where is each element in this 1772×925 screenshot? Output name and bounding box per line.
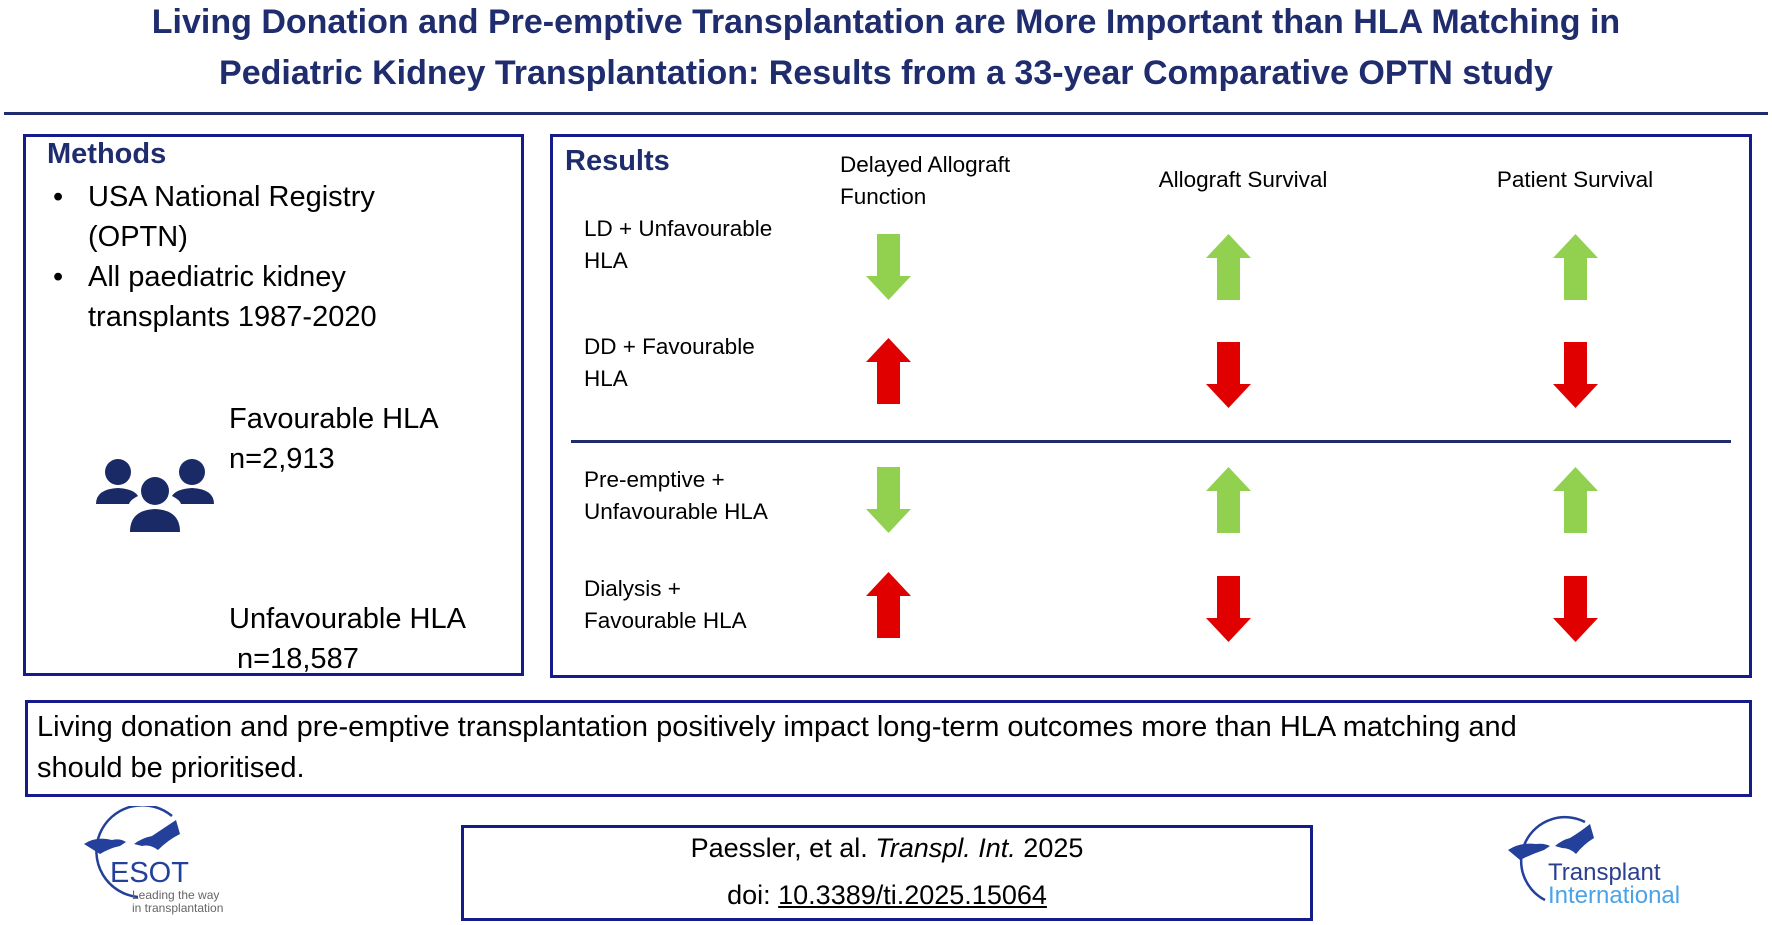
page-title: Living Donation and Pre-emptive Transpla… bbox=[151, 3, 1621, 92]
title-divider bbox=[4, 112, 1768, 115]
people-group-icon bbox=[96, 459, 214, 532]
svg-text:Leading the way: Leading the way bbox=[132, 888, 219, 902]
arrow-down-red-icon bbox=[1553, 576, 1598, 642]
column-header-patient-survival: Patient Survival bbox=[1496, 167, 1654, 192]
arrow-up-green-icon bbox=[1206, 467, 1251, 533]
results-heading: Results bbox=[565, 145, 670, 177]
esot-logo: ESOT Leading the way in transplantation bbox=[84, 806, 223, 915]
bullet-icon: • bbox=[53, 261, 64, 293]
doi-link[interactable]: 10.3389/ti.2025.15064 bbox=[778, 880, 1047, 910]
methods-bullet: • USA National Registry (OPTN) bbox=[53, 177, 375, 257]
arrow-down-green-icon bbox=[866, 234, 911, 300]
arrow-down-red-icon bbox=[1206, 576, 1251, 642]
results-divider bbox=[571, 440, 1731, 443]
row-label: Dialysis + Favourable HLA bbox=[584, 576, 747, 633]
svg-text:in transplantation: in transplantation bbox=[132, 901, 223, 915]
methods-bullet: • All paediatric kidney transplants 1987-2… bbox=[53, 257, 377, 337]
arrow-down-green-icon bbox=[866, 467, 911, 533]
arrow-up-red-icon bbox=[866, 338, 911, 404]
arrow-up-green-icon bbox=[1553, 467, 1598, 533]
row-label: DD + Favourable HLA bbox=[584, 334, 755, 391]
citation-panel bbox=[461, 825, 1313, 921]
svg-text:ESOT: ESOT bbox=[110, 857, 189, 889]
conclusion-text: Living donation and pre-emptive transpla… bbox=[37, 711, 1517, 784]
unfavourable-hla-group: Unfavourable HLA n=18,587 bbox=[229, 603, 466, 675]
arrow-up-red-icon bbox=[866, 572, 911, 638]
svg-text:Transplant: Transplant bbox=[1548, 859, 1661, 886]
methods-heading: Methods bbox=[47, 138, 167, 170]
arrow-down-red-icon bbox=[1206, 342, 1251, 408]
favourable-hla-group: Favourable HLA n=2,913 bbox=[229, 403, 439, 475]
methods-panel bbox=[23, 134, 524, 676]
bullet-icon: • bbox=[53, 181, 64, 213]
svg-text:International: International bbox=[1548, 882, 1680, 909]
column-header-delayed-allograft-function: Delayed Allograft Function bbox=[840, 152, 1011, 209]
row-label: LD + Unfavourable HLA bbox=[584, 216, 773, 273]
arrow-down-red-icon bbox=[1553, 342, 1598, 408]
conclusion-panel bbox=[25, 700, 1752, 797]
results-panel bbox=[550, 134, 1752, 678]
column-header-allograft-survival: Allograft Survival bbox=[1158, 167, 1328, 192]
arrow-up-green-icon bbox=[1553, 234, 1598, 300]
citation-text: Paessler, et al. Transpl. Int. 2025 doi:… bbox=[690, 833, 1084, 910]
row-label: Pre-emptive + Unfavourable HLA bbox=[584, 467, 768, 524]
arrow-up-green-icon bbox=[1206, 234, 1251, 300]
transplant-international-logo: Transplant International bbox=[1508, 815, 1680, 909]
